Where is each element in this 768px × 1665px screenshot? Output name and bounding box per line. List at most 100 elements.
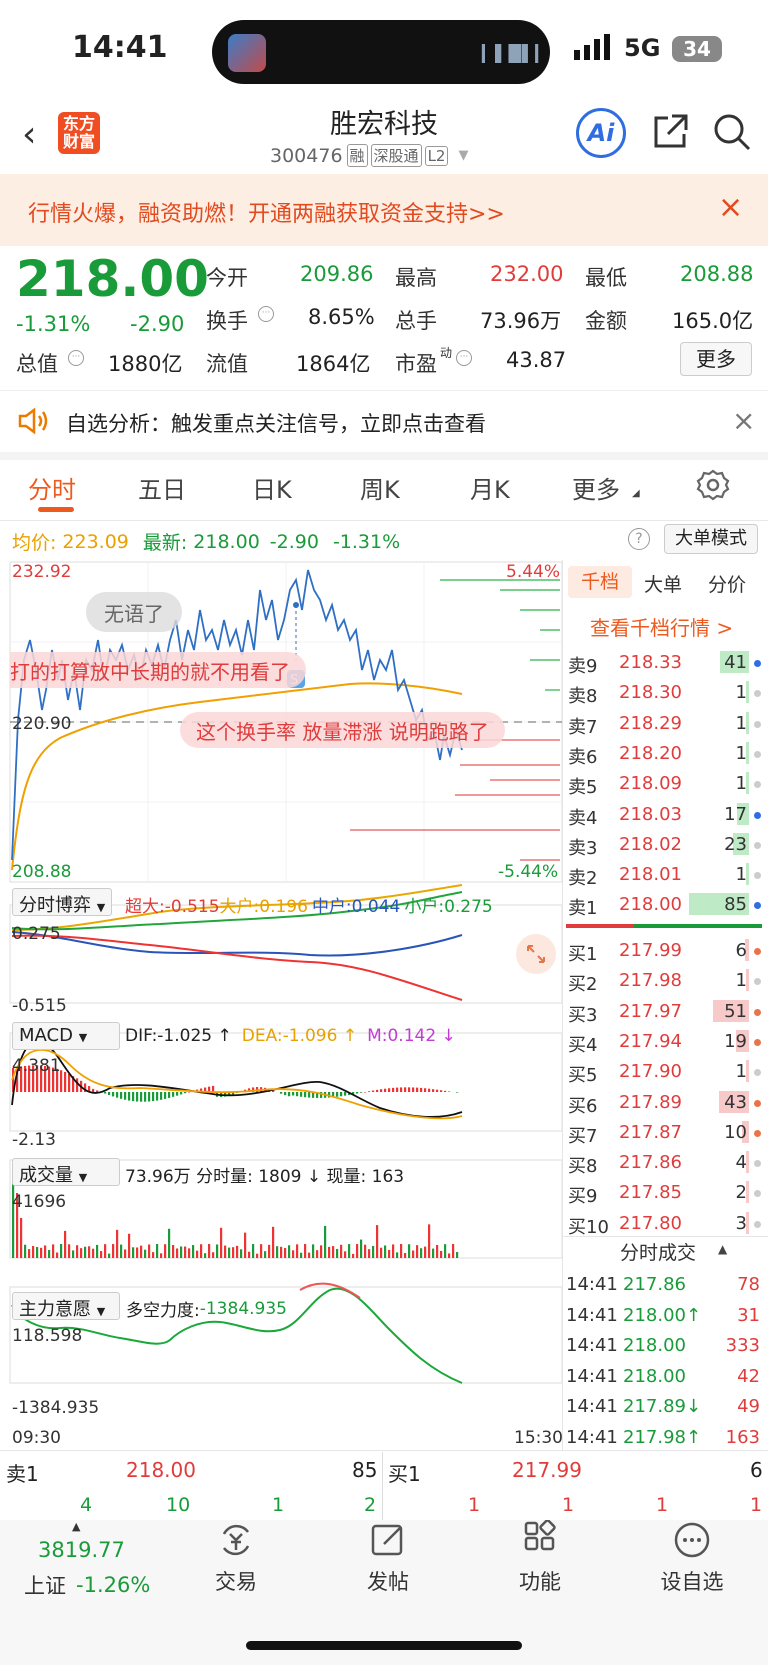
volume-bar	[28, 1249, 31, 1258]
ask-volume-bar	[746, 772, 749, 795]
nav-function[interactable]: 功能	[490, 1520, 590, 1596]
bid-row[interactable]: 买4 217.94 19	[563, 1027, 763, 1057]
game-super: 超大:-0.515	[125, 897, 220, 917]
chevron-up-icon[interactable]: ▲	[718, 1242, 728, 1256]
ask-row[interactable]: 卖9 218.33 41	[563, 648, 763, 678]
dropdown-icon: ▼	[96, 901, 106, 914]
volume-bar	[212, 1252, 215, 1258]
macd-selector[interactable]: MACD ▼	[12, 1022, 120, 1050]
tab-price-dist[interactable]: 分价	[708, 574, 747, 596]
tab-daily-k[interactable]: 日K	[252, 476, 292, 504]
ask-row[interactable]: 卖1 218.00 85	[563, 890, 763, 920]
volume-bar	[332, 1246, 335, 1258]
volume-bar	[408, 1244, 411, 1258]
bid-row[interactable]: 买9 217.85 2	[563, 1178, 763, 1208]
bid-dot	[754, 1129, 761, 1137]
big-order-mode-button[interactable]: 大单模式	[664, 524, 758, 554]
macd-bar	[56, 1068, 59, 1092]
tab-big-order[interactable]: 大单	[644, 574, 683, 596]
mktcap-value: 1880亿	[108, 352, 183, 376]
bid-row[interactable]: 买6 217.89 43	[563, 1088, 763, 1118]
macd-bar	[356, 1092, 359, 1094]
volume-bar	[396, 1252, 399, 1258]
bid-price: 217.89	[619, 1091, 682, 1113]
comment-bubble[interactable]: 无语了	[86, 592, 182, 632]
volume-bar	[344, 1251, 347, 1258]
ask-row[interactable]: 卖6 218.20 1	[563, 739, 763, 769]
red-count: 1	[750, 1494, 763, 1516]
close-icon[interactable]: ×	[718, 190, 744, 225]
ask-row[interactable]: 卖2 218.01 1	[563, 860, 763, 890]
bid-price: 217.87	[619, 1121, 682, 1143]
tab-weekly-k[interactable]: 周K	[360, 476, 400, 504]
volume-selector[interactable]: 成交量 ▼	[12, 1158, 120, 1186]
edit-icon	[371, 1524, 403, 1556]
comment-bubble[interactable]: 打的打算放中长期的就不用看了	[10, 652, 306, 688]
game-values: 超大:-0.515 大户:0.196 中户:0.044 小户:0.275	[125, 892, 493, 917]
volume-bar	[192, 1245, 195, 1258]
volume-bar	[124, 1249, 127, 1258]
ask-row[interactable]: 卖3 218.02 23	[563, 830, 763, 860]
game-selector[interactable]: 分时博弈 ▼	[12, 888, 113, 916]
index-value[interactable]: 3819.77	[38, 1538, 125, 1562]
main-force-selector[interactable]: 主力意愿 ▼	[12, 1292, 120, 1320]
bid-row[interactable]: 买2 217.98 1	[563, 966, 763, 996]
macd-bar	[16, 1067, 19, 1092]
macd-bar	[128, 1092, 131, 1101]
macd-bar	[352, 1092, 355, 1095]
ask-dot	[754, 811, 761, 819]
volume-bar	[320, 1245, 323, 1258]
margin-promo-banner[interactable]: 行情火爆，融资助燃！开通两融获取资金支持>> ×	[0, 174, 768, 246]
close-icon[interactable]: ×	[732, 404, 756, 437]
share-icon[interactable]	[650, 112, 690, 156]
volume-bar	[56, 1252, 59, 1258]
back-icon[interactable]: ‹	[22, 114, 37, 155]
info-icon[interactable]: ···	[456, 350, 472, 366]
tab-monthly-k[interactable]: 月K	[470, 476, 510, 504]
nav-add-watch[interactable]: 设自选	[642, 1520, 742, 1596]
bid-row[interactable]: 买3 217.97 51	[563, 997, 763, 1027]
search-icon[interactable]	[712, 112, 752, 156]
volume-bar	[272, 1226, 275, 1258]
ask-row[interactable]: 卖5 218.09 1	[563, 769, 763, 799]
info-icon[interactable]: ···	[258, 306, 274, 322]
bid-row[interactable]: 买7 217.87 10	[563, 1118, 763, 1148]
macd-bar	[432, 1089, 435, 1092]
macd-bar	[144, 1092, 147, 1102]
ticks-title[interactable]: 分时成交	[620, 1242, 697, 1264]
bid-row[interactable]: 买5 217.90 1	[563, 1057, 763, 1087]
volume-bar	[116, 1229, 119, 1258]
nav-post[interactable]: 发帖	[338, 1520, 438, 1596]
tick-time: 14:41	[566, 1304, 618, 1326]
eastmoney-logo[interactable]: 东方财富	[58, 112, 100, 154]
index-row[interactable]: 上证 -1.26%	[24, 1570, 150, 1600]
comment-bubble[interactable]: 这个换手率 放量滞涨 说明跑路了	[180, 712, 505, 748]
help-icon[interactable]: ?	[628, 528, 650, 550]
ask-row[interactable]: 卖8 218.30 1	[563, 678, 763, 708]
ask-row[interactable]: 卖4 218.03 17	[563, 800, 763, 830]
gear-icon[interactable]	[696, 468, 730, 506]
banner-text[interactable]: 行情火爆，融资助燃！开通两融获取资金支持>>	[28, 202, 505, 227]
macd-bar	[312, 1092, 315, 1098]
tab-more[interactable]: 更多	[572, 476, 620, 504]
ask-row[interactable]: 卖7 218.29 1	[563, 709, 763, 739]
notice-text[interactable]: 自选分析：触发重点关注信号，立即点击查看	[66, 412, 486, 436]
bid-row[interactable]: 买1 217.99 6	[563, 936, 763, 966]
volume-bar	[184, 1246, 187, 1258]
volume-info: 73.96万 分时量: 1809 ↓ 现量: 163	[125, 1162, 404, 1187]
tab-thousand-level[interactable]: 千档	[568, 566, 632, 598]
nav-trade[interactable]: 交易	[186, 1520, 286, 1596]
tab-intraday[interactable]: 分时	[28, 476, 76, 504]
more-button[interactable]: 更多	[680, 342, 752, 376]
bid-row[interactable]: 买8 217.86 4	[563, 1148, 763, 1178]
bid-row[interactable]: 买10 217.80 3	[563, 1209, 763, 1239]
macd-bar	[168, 1092, 171, 1098]
ask-price: 218.33	[619, 652, 682, 673]
ai-assistant-button[interactable]: Ai	[576, 108, 626, 158]
tab-five-day[interactable]: 五日	[138, 476, 186, 504]
volume-bar	[24, 1244, 27, 1258]
chevron-down-icon[interactable]: ▼	[458, 148, 469, 163]
view-depth-link[interactable]: 查看千档行情 >	[590, 616, 734, 640]
macd-bar	[176, 1092, 179, 1096]
info-icon[interactable]: ···	[68, 350, 84, 366]
